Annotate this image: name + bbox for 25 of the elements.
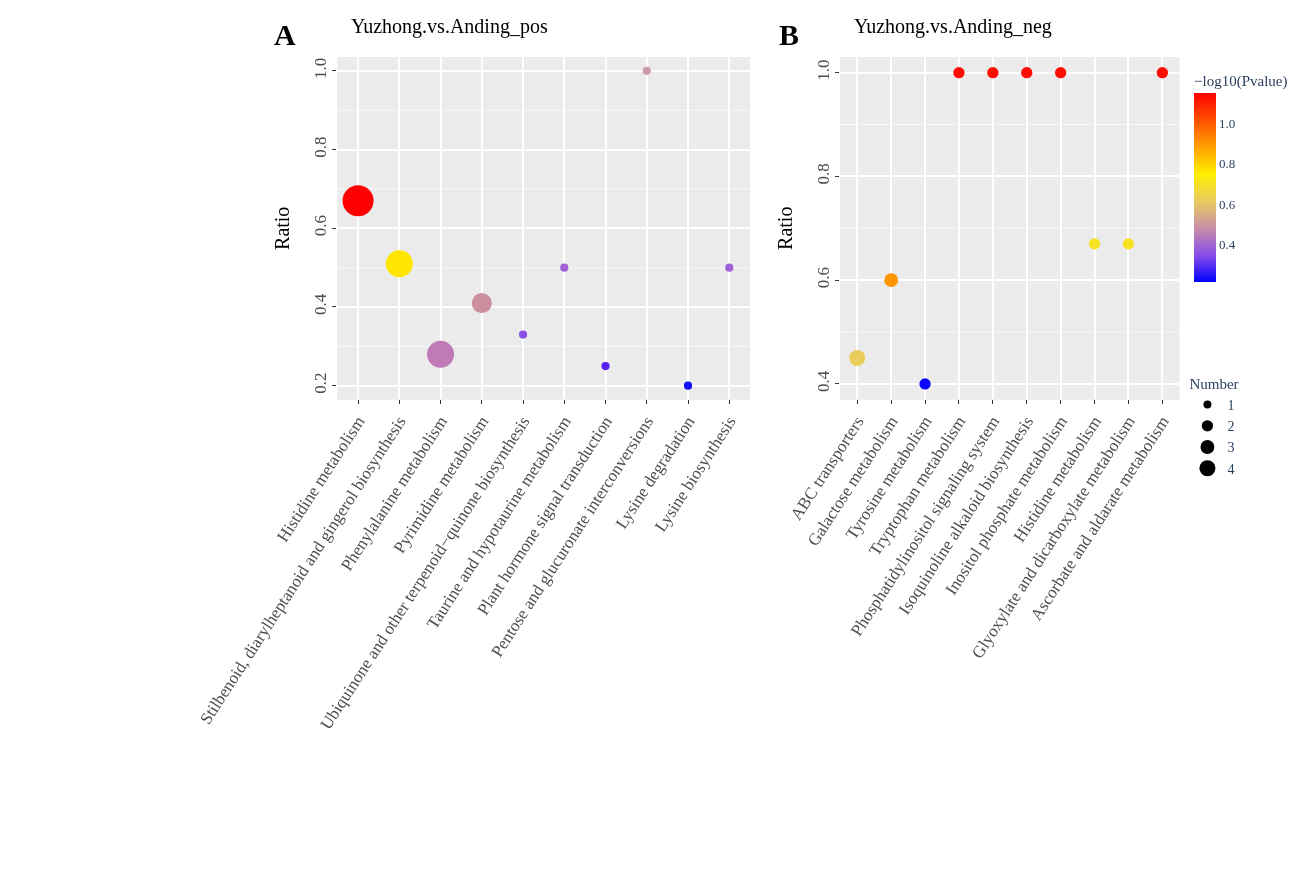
- y-tick-label: 1.0: [310, 57, 330, 79]
- y-tick-label: 1.0: [813, 59, 833, 81]
- chart-title: Yuzhong.vs.Anding_neg: [854, 15, 1052, 38]
- text: B: [779, 18, 800, 51]
- legend-label: 3: [1227, 440, 1235, 456]
- legend-label: 1: [1227, 398, 1235, 414]
- color-bar-label: 1.0: [1219, 116, 1236, 132]
- legend-label: 2: [1227, 419, 1235, 435]
- color-bar-label: 0.4: [1219, 236, 1236, 252]
- chart-title: Yuzhong.vs.Anding_pos: [351, 15, 548, 38]
- color-bar-title: −log10(Pvalue): [1194, 72, 1288, 90]
- y-tick-label: 0.4: [310, 293, 330, 316]
- y-tick-label: 0.8: [813, 163, 833, 185]
- y-tick-label: 0.6: [310, 215, 330, 237]
- y-tick-label: 0.2: [310, 372, 330, 394]
- y-tick-label: 0.6: [813, 266, 833, 289]
- y-axis-title: Ratio: [774, 206, 796, 250]
- text: A: [274, 18, 296, 51]
- y-axis-title: Ratio: [271, 206, 294, 250]
- color-bar-label: 0.6: [1219, 196, 1236, 212]
- legend-title: Number: [1189, 376, 1239, 393]
- y-tick-label: 0.8: [310, 136, 330, 158]
- y-tick-label: 0.4: [813, 370, 833, 392]
- legend-label: 4: [1227, 461, 1235, 477]
- color-bar-label: 0.8: [1219, 156, 1236, 172]
